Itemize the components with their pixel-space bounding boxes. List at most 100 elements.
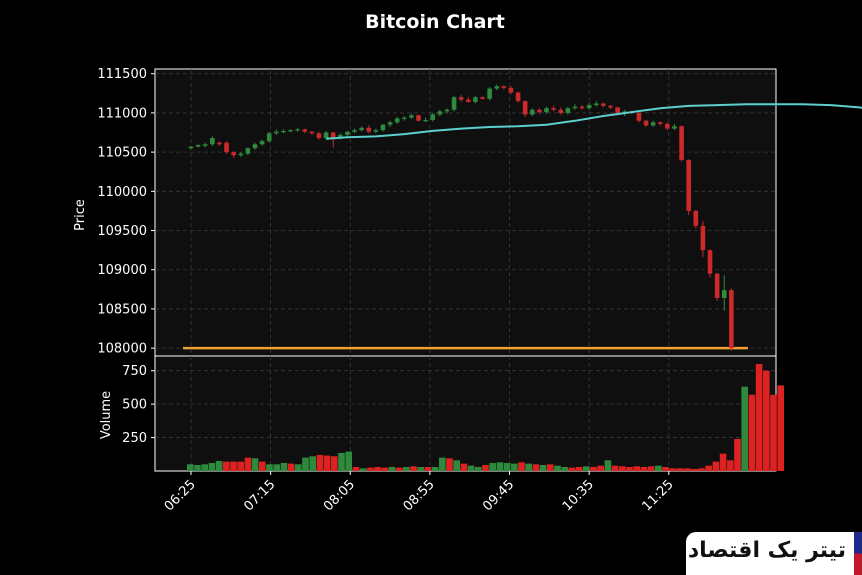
candle-body-up <box>721 290 727 298</box>
candle-body-down <box>309 131 315 134</box>
volume-bar <box>302 457 309 471</box>
candle <box>266 131 272 143</box>
candle <box>558 107 564 115</box>
volume-bar <box>748 394 756 471</box>
candle <box>565 106 571 115</box>
volume-bar <box>323 455 331 471</box>
candle-body-up <box>373 130 379 132</box>
candle <box>679 125 684 162</box>
moving-average-line <box>326 103 862 140</box>
candle-body-down <box>224 142 229 153</box>
candle-body-down <box>608 105 613 108</box>
volume-bar <box>734 438 741 471</box>
volume-bar <box>662 466 669 471</box>
volume-panel: 250 500 750 Volume <box>99 355 784 472</box>
candle-body-down <box>729 290 734 349</box>
volume-bar <box>691 468 698 471</box>
candle <box>345 130 350 137</box>
candle <box>217 141 222 146</box>
volume-bar <box>698 468 705 471</box>
candle-body-up <box>586 105 592 109</box>
volume-bar <box>712 461 720 471</box>
volume-bar <box>467 465 475 471</box>
price-tick-label: 111000 <box>97 106 147 121</box>
candle <box>245 147 251 156</box>
volume-bar <box>525 463 532 471</box>
candle <box>330 131 336 148</box>
volume-bar <box>575 466 583 471</box>
candle <box>508 86 514 95</box>
volume-bar <box>503 462 511 471</box>
candle <box>394 116 400 124</box>
candle-body-down <box>501 86 507 88</box>
volume-bar <box>439 457 446 471</box>
candle <box>188 145 194 150</box>
volume-bar <box>511 463 518 471</box>
time-tick-label: 08:05 <box>321 477 358 514</box>
moving-average-path <box>326 103 862 140</box>
volume-bar <box>403 466 410 471</box>
candle-body-up <box>274 131 279 134</box>
volume-bar <box>518 462 525 471</box>
volume-bar <box>410 466 417 471</box>
candle <box>224 141 229 154</box>
candle <box>636 112 642 123</box>
candle <box>672 123 677 131</box>
candle-body-up <box>451 97 457 110</box>
volume-bar <box>287 463 295 471</box>
candle <box>402 116 407 121</box>
candle <box>501 85 507 90</box>
candle-body-up <box>281 130 286 133</box>
volume-grid <box>155 356 776 471</box>
watermark-text: تیتر یک اقتصاد <box>687 538 846 563</box>
price-tick-label: 108500 <box>97 302 147 317</box>
volume-bar <box>539 464 547 471</box>
candle <box>274 129 279 135</box>
candle-body-down <box>537 109 542 113</box>
candle <box>451 95 457 112</box>
price-grid <box>155 69 776 356</box>
volume-bar <box>554 465 561 471</box>
candle <box>515 91 521 103</box>
volume-bar <box>266 464 273 471</box>
volume-bar <box>208 462 216 471</box>
candle-body-down <box>700 225 706 251</box>
volume-bar <box>640 466 648 471</box>
volume-bar <box>727 460 734 471</box>
volume-bar <box>417 466 424 471</box>
candle-body-down <box>231 152 236 156</box>
candle-body-up <box>529 109 535 115</box>
volume-bar <box>345 451 352 471</box>
candle <box>288 129 293 133</box>
candle-body-up <box>245 148 251 154</box>
volume-bar <box>777 385 784 471</box>
candle-body-up <box>259 141 265 145</box>
time-tick-label: 10:35 <box>560 477 597 514</box>
chart-title: Bitcoin Chart <box>365 11 505 33</box>
candle-body-down <box>522 101 528 115</box>
candle <box>309 130 315 135</box>
candle <box>366 125 372 134</box>
volume-bar <box>367 467 374 471</box>
candle-body-down <box>707 250 713 274</box>
volume-bar <box>647 466 655 471</box>
candle-body-up <box>473 97 478 102</box>
candle-body-up <box>252 144 258 149</box>
volume-bar <box>626 466 633 471</box>
volume-y-ticks: 250 500 750 <box>122 364 155 446</box>
volume-bar <box>374 466 381 471</box>
candle <box>231 151 236 158</box>
volume-bar <box>655 465 662 471</box>
volume-bar <box>295 464 302 471</box>
volume-plot-area <box>154 355 777 472</box>
candle <box>416 114 421 122</box>
price-axis-label: Price <box>73 199 88 231</box>
volume-bar <box>604 460 612 471</box>
candle <box>593 101 599 107</box>
candle <box>430 112 436 122</box>
candle <box>721 275 727 311</box>
volume-bar <box>446 458 453 471</box>
candle <box>551 105 556 112</box>
candle <box>238 152 244 157</box>
volume-bar <box>453 460 460 471</box>
